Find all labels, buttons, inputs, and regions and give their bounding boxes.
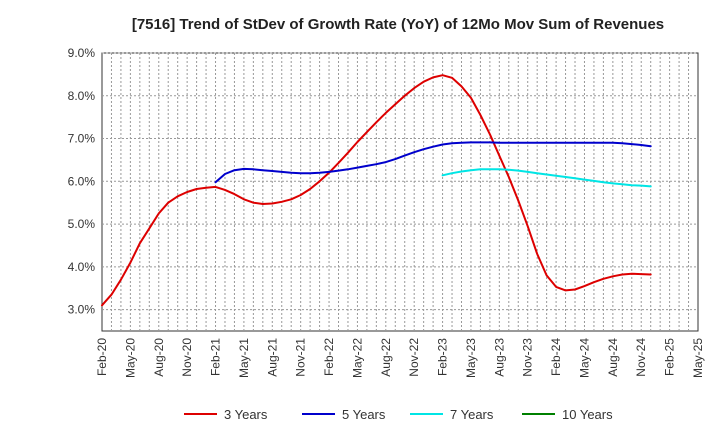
legend: 3 Years 5 Years 7 Years 10 Years [184,407,613,422]
x-tick-label: Nov-22 [407,338,421,377]
x-tick-label: Feb-20 [95,338,109,376]
x-tick-label: Aug-22 [379,338,393,377]
x-tick-label: Aug-24 [606,338,620,377]
legend-label-5-years: 5 Years [342,407,386,422]
x-tick-label: Feb-23 [436,338,450,376]
x-axis: Feb-20 May-20 Aug-20 Nov-20 Feb-21 May-21 Aug-… [95,338,705,378]
y-tick-label: 3.0% [68,303,96,317]
x-tick-label: Feb-22 [322,338,336,376]
plot-border [101,52,699,332]
x-tick-label: May-25 [691,338,705,378]
x-tick-label: May-23 [464,338,478,378]
x-tick-label: Nov-20 [180,338,194,377]
x-tick-label: Feb-24 [549,338,563,376]
plot-area [101,52,699,332]
legend-label-3-years: 3 Years [224,407,268,422]
series-line-7-years [441,168,652,188]
x-tick-label: Nov-23 [521,338,535,377]
x-tick-label: May-20 [123,338,137,378]
x-tick-label: Feb-25 [663,338,677,376]
y-tick-label: 4.0% [68,260,96,274]
x-tick-label: Aug-20 [152,338,166,377]
legend-label-10-years: 10 Years [562,407,613,422]
y-tick-label: 7.0% [68,132,96,146]
series-line-3-years [101,74,652,307]
x-tick-label: Nov-21 [294,338,308,377]
x-tick-label: Aug-21 [265,338,279,377]
legend-label-7-years: 7 Years [450,407,494,422]
x-tick-label: Feb-21 [209,338,223,376]
x-tick-label: May-22 [350,338,364,378]
x-tick-label: Nov-24 [634,338,648,377]
series-line-5-years [214,141,652,184]
y-tick-label: 5.0% [68,217,96,231]
x-tick-label: May-21 [237,338,251,378]
y-axis: 3.0% 4.0% 5.0% 6.0% 7.0% 8.0% 9.0% [68,46,96,317]
x-tick-label: May-24 [577,338,591,378]
y-tick-label: 8.0% [68,89,96,103]
chart-title: [7516] Trend of StDev of Growth Rate (Yo… [132,16,664,33]
y-tick-label: 9.0% [68,46,96,60]
y-tick-label: 6.0% [68,174,96,188]
x-tick-label: Aug-23 [492,338,506,377]
series-lines [101,74,652,307]
